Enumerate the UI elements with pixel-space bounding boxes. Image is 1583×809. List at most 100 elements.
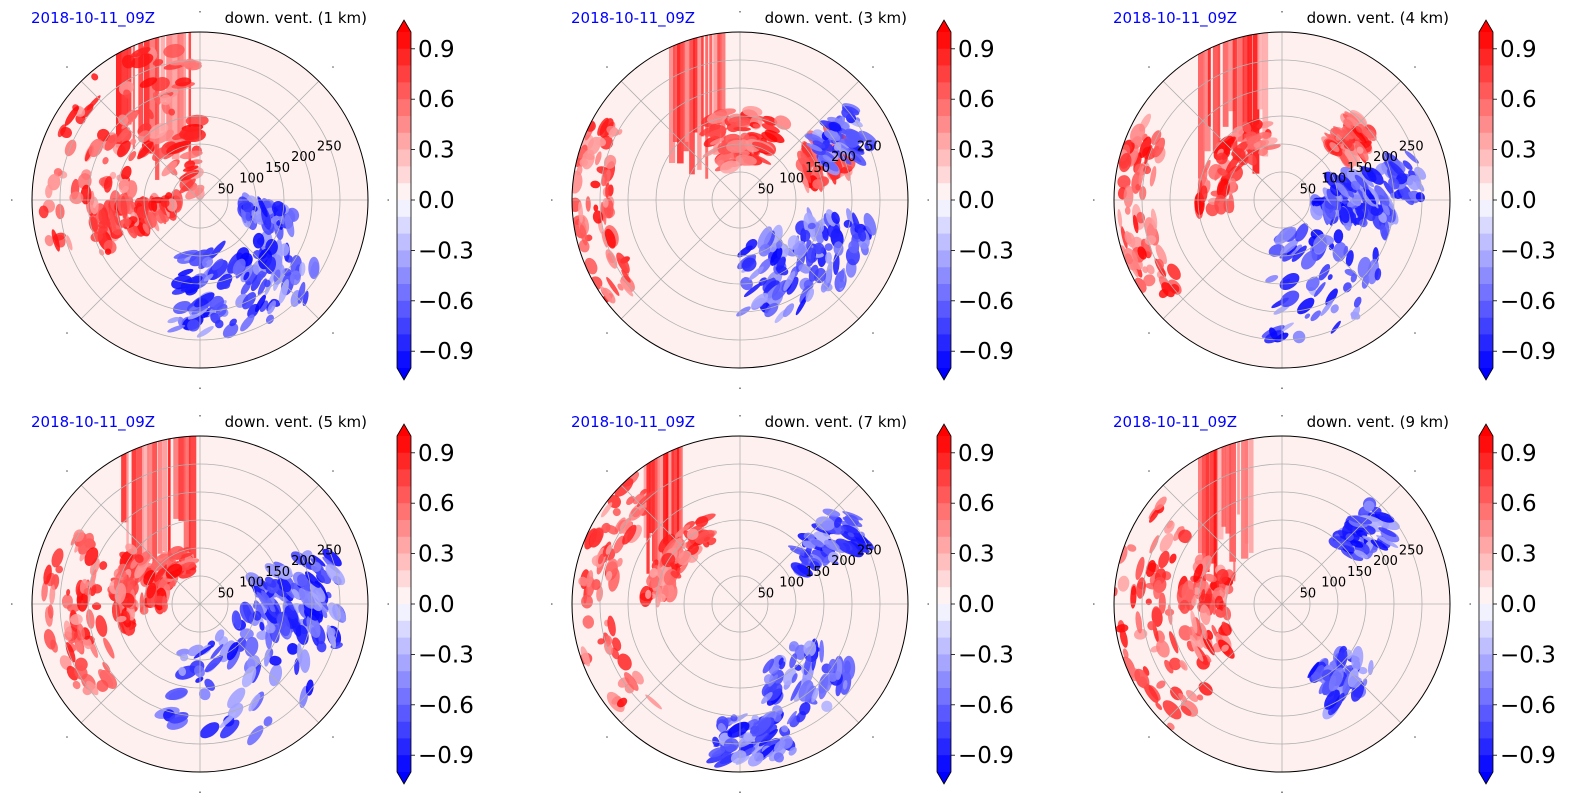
streak xyxy=(143,32,150,147)
blue-cell xyxy=(842,680,848,690)
colorbar-level xyxy=(937,587,951,605)
red-cell xyxy=(66,589,71,596)
red-cell xyxy=(66,234,73,251)
blue-cell xyxy=(289,270,301,286)
colorbar-extend-min xyxy=(1479,772,1493,784)
blue-cell xyxy=(278,279,289,304)
streak xyxy=(685,32,689,142)
blue-cell xyxy=(277,565,293,580)
radial-tick-label: 200 xyxy=(831,554,856,569)
streak xyxy=(668,436,675,544)
blue-cell xyxy=(1351,305,1361,320)
polar-frame xyxy=(571,435,909,773)
red-cell xyxy=(1150,208,1158,230)
colorbar-level xyxy=(397,132,411,150)
red-cell xyxy=(1115,624,1129,633)
red-cell xyxy=(179,126,203,141)
blue-cell xyxy=(848,240,860,254)
colorbar-level xyxy=(937,604,951,622)
colorbar-tick-label: 0.9 xyxy=(958,441,995,467)
colorbar-level xyxy=(397,587,411,605)
grid-spoke xyxy=(80,603,201,724)
colorbar-level xyxy=(1479,704,1493,722)
radial-tick-label: 200 xyxy=(1373,150,1398,165)
blue-cell xyxy=(1330,304,1339,314)
streak xyxy=(665,436,669,557)
colorbar-level xyxy=(937,284,951,302)
colorbar-tick-label: 0.3 xyxy=(418,542,455,568)
colorbar-tick-label: −0.3 xyxy=(418,238,474,264)
red-cell xyxy=(1120,225,1128,249)
red-cell xyxy=(614,517,626,533)
colorbar-level xyxy=(1479,755,1493,773)
blue-cell xyxy=(1274,226,1297,245)
colorbar-level xyxy=(1479,250,1493,268)
blue-cell xyxy=(743,282,762,298)
blue-cell xyxy=(773,739,786,752)
red-cell xyxy=(595,151,602,166)
red-cell xyxy=(1181,580,1195,603)
red-cell xyxy=(586,570,594,588)
blue-cell xyxy=(1291,245,1307,262)
red-cell xyxy=(604,154,617,169)
colorbar-level xyxy=(1479,334,1493,352)
blue-cell xyxy=(203,273,214,282)
colorbar-level xyxy=(397,116,411,134)
radial-tick-label: 200 xyxy=(291,150,316,165)
colorbar-level xyxy=(937,216,951,234)
red-cell xyxy=(1263,144,1281,150)
streak xyxy=(669,32,676,163)
red-cell xyxy=(621,269,631,283)
red-cell xyxy=(1196,694,1204,701)
streak xyxy=(1247,32,1253,155)
colorbar-level xyxy=(937,721,951,739)
red-cell xyxy=(139,592,144,613)
blue-cell xyxy=(1304,313,1311,319)
colorbar-extend-min xyxy=(937,368,951,380)
blue-cell xyxy=(821,700,833,712)
red-cell xyxy=(150,553,169,572)
blue-cell xyxy=(827,223,841,239)
angular-tick xyxy=(1281,11,1283,13)
blue-cell xyxy=(305,679,314,696)
colorbar-level xyxy=(937,704,951,722)
blue-cell xyxy=(239,601,255,623)
blue-cell xyxy=(782,303,795,318)
colorbar-level xyxy=(397,149,411,167)
streak xyxy=(673,32,680,143)
red-cell xyxy=(160,198,170,208)
red-cell xyxy=(597,553,604,565)
colorbar-tick-label: 0.0 xyxy=(958,188,995,214)
colorbar-tick-label: 0.6 xyxy=(958,87,995,113)
colorbar-level xyxy=(397,32,411,50)
blue-cell xyxy=(839,269,845,283)
red-cell xyxy=(619,279,634,297)
angular-tick xyxy=(606,66,608,68)
grid-spoke xyxy=(1162,484,1283,605)
colorbar-tick-label: −0.3 xyxy=(958,238,1014,264)
colorbar: 0.9 0.6 0.3 0.0 −0.3 −0.6 −0.9 xyxy=(396,19,474,381)
streak xyxy=(1252,32,1260,174)
colorbar-level xyxy=(937,503,951,521)
blue-cell xyxy=(1366,167,1384,185)
colorbar-level xyxy=(1479,149,1493,167)
panel-title: down. vent. (7 km) xyxy=(765,413,907,431)
red-cell xyxy=(1231,141,1249,157)
blue-cell xyxy=(747,752,764,767)
red-cell xyxy=(1153,579,1163,600)
streak xyxy=(152,436,158,570)
streak xyxy=(116,32,122,148)
blue-cell xyxy=(247,725,264,746)
panel-date-label: 2018-10-11_09Z xyxy=(571,413,695,432)
colorbar-level xyxy=(937,183,951,201)
colorbar-level xyxy=(937,536,951,554)
blue-cell xyxy=(775,265,789,276)
red-cell xyxy=(182,165,199,172)
blue-cell xyxy=(1312,234,1327,254)
colorbar-level xyxy=(937,48,951,66)
red-cell xyxy=(605,635,613,645)
red-cell xyxy=(1136,676,1148,688)
blue-cell xyxy=(825,252,832,264)
angular-tick xyxy=(332,470,334,472)
